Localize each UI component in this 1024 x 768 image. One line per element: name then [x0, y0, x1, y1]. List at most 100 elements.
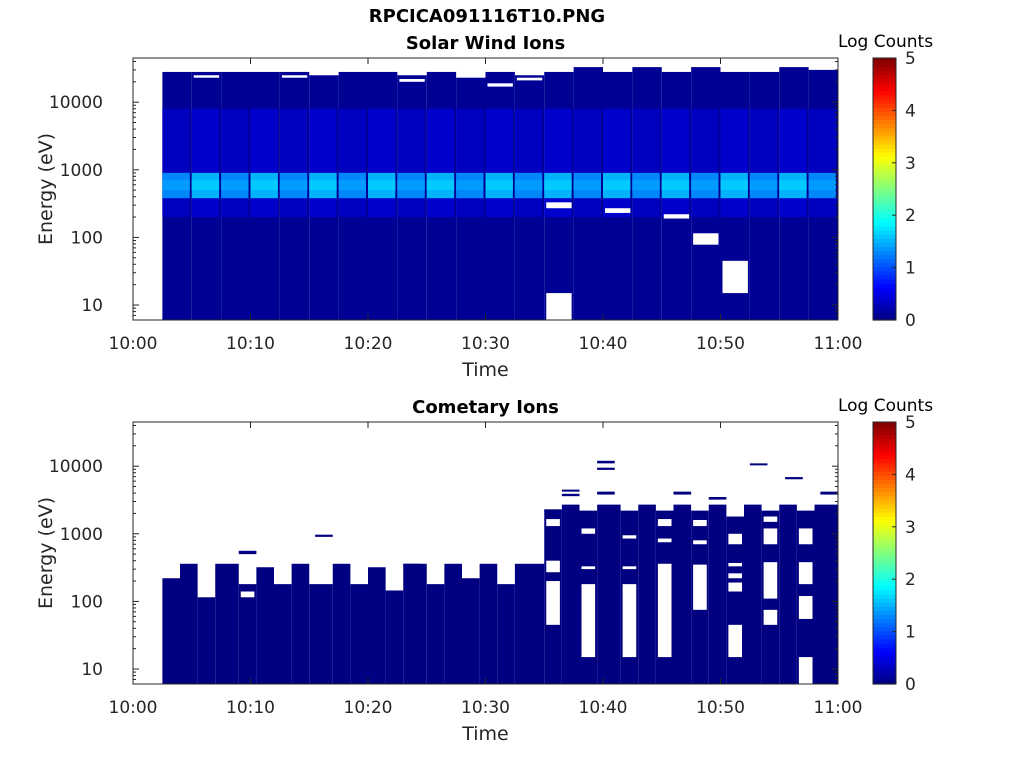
- colorbar-segment: [873, 287, 896, 292]
- colorbar-segment: [873, 659, 896, 665]
- heatmap-gap: [728, 573, 742, 579]
- heatmap-column: [403, 563, 427, 684]
- colorbar-segment: [873, 82, 896, 88]
- heatmap-band-cell: [309, 172, 337, 199]
- colorbar-segment: [873, 94, 896, 100]
- colorbar-segment: [873, 520, 896, 525]
- colorbar-segment: [873, 622, 896, 628]
- colorbar-segment: [873, 606, 896, 611]
- colorbar-segment: [873, 487, 896, 493]
- colorbar-segment: [873, 548, 896, 554]
- colorbar-segment: [873, 647, 896, 652]
- colorbar-segment: [873, 565, 896, 570]
- colorbar-segment: [873, 238, 896, 243]
- colorbar-tick-label: 4: [905, 101, 916, 121]
- heatmap-band-cell: [691, 172, 719, 199]
- heatmap-band-cell: [720, 108, 748, 218]
- heatmap-gap: [622, 584, 637, 658]
- colorbar-segment: [873, 119, 896, 125]
- colorbar-frame: [872, 57, 897, 321]
- y-tick-label: 10: [81, 660, 103, 680]
- colorbar-segment: [873, 589, 896, 595]
- colorbar-segment: [873, 299, 896, 305]
- x-tick-label: 10:10: [226, 334, 275, 354]
- colorbar-segment: [873, 66, 896, 71]
- colorbar-segment: [873, 209, 896, 215]
- heatmap-column: [162, 578, 180, 684]
- colorbar-segment: [873, 307, 896, 313]
- panel-title: Solar Wind Ions: [406, 33, 565, 54]
- colorbar-segment: [873, 143, 896, 149]
- colorbar-segment: [873, 189, 896, 194]
- colorbar-segment: [873, 172, 896, 178]
- heatmap-column: [385, 590, 404, 684]
- heatmap-column: [708, 504, 727, 684]
- heatmap-isolated-cell: [561, 493, 580, 497]
- colorbar-segment: [873, 160, 896, 166]
- heatmap-column: [238, 584, 257, 684]
- x-tick-label: 11:00: [814, 334, 863, 354]
- heatmap-column: [673, 504, 692, 684]
- heatmap-isolated-cell: [708, 496, 727, 500]
- colorbar-segment: [873, 536, 896, 542]
- heatmap-gap: [546, 581, 560, 625]
- colorbar-segment: [873, 610, 896, 616]
- colorbar-label: Log Counts: [838, 32, 933, 52]
- colorbar-tick-label: 3: [905, 518, 916, 538]
- colorbar-segment: [873, 634, 896, 640]
- heatmap-band-cell: [250, 108, 278, 218]
- heatmap-isolated-cell: [561, 489, 580, 492]
- heatmap-isolated-cell: [749, 463, 768, 466]
- heatmap-gap: [546, 202, 572, 209]
- x-tick-label: 10:00: [109, 334, 158, 354]
- x-axis-label: Time: [461, 723, 509, 745]
- y-tick-label: 1000: [60, 161, 103, 181]
- colorbar-segment: [873, 234, 896, 239]
- colorbar-segment: [873, 651, 896, 656]
- heatmap-gap: [693, 519, 707, 527]
- heatmap-band-cell: [603, 172, 631, 199]
- colorbar-segment: [873, 176, 896, 182]
- colorbar-tick-label: 0: [905, 675, 916, 695]
- heatmap-band-cell: [661, 172, 690, 199]
- heatmap-column: [274, 584, 292, 684]
- colorbar-segment: [873, 221, 896, 227]
- heatmap-band-cell: [720, 172, 748, 199]
- colorbar-segment: [873, 454, 896, 460]
- colorbar-segment: [873, 127, 896, 133]
- colorbar-segment: [873, 139, 896, 145]
- colorbar-segment: [873, 638, 896, 644]
- x-axis-label: Time: [461, 359, 509, 381]
- x-tick-label: 10:20: [344, 334, 393, 354]
- colorbar-segment: [873, 111, 896, 116]
- colorbar-segment: [873, 581, 896, 587]
- heatmap-gap: [728, 624, 742, 658]
- heatmap-band-cell: [808, 172, 836, 199]
- heatmap-band-cell: [632, 172, 660, 199]
- heatmap-gap: [193, 75, 220, 78]
- colorbar-segment: [873, 62, 896, 67]
- heatmap-gap: [728, 582, 742, 592]
- colorbar-segment: [873, 74, 896, 80]
- heatmap-column: [462, 578, 480, 684]
- colorbar-segment: [873, 78, 896, 84]
- colorbar-segment: [873, 279, 896, 284]
- colorbar-segment: [873, 532, 896, 538]
- colorbar-tick-label: 1: [905, 259, 916, 279]
- colorbar-segment: [873, 602, 896, 607]
- panel-title: Cometary Ions: [412, 397, 559, 418]
- colorbar-segment: [873, 528, 896, 534]
- colorbar-tick-label: 5: [905, 413, 916, 433]
- colorbar-segment: [873, 614, 896, 620]
- y-tick-label: 1000: [60, 525, 103, 545]
- heatmap-isolated-cell: [597, 491, 615, 495]
- heatmap-band-cell: [250, 172, 278, 199]
- heatmap-column: [256, 567, 274, 684]
- x-tick-label: 10:30: [461, 334, 510, 354]
- heatmap-band-cell: [456, 108, 484, 218]
- heatmap-gap: [657, 519, 672, 527]
- heatmap-column: [180, 563, 198, 684]
- colorbar-segment: [873, 655, 896, 661]
- colorbar-segment: [873, 618, 896, 624]
